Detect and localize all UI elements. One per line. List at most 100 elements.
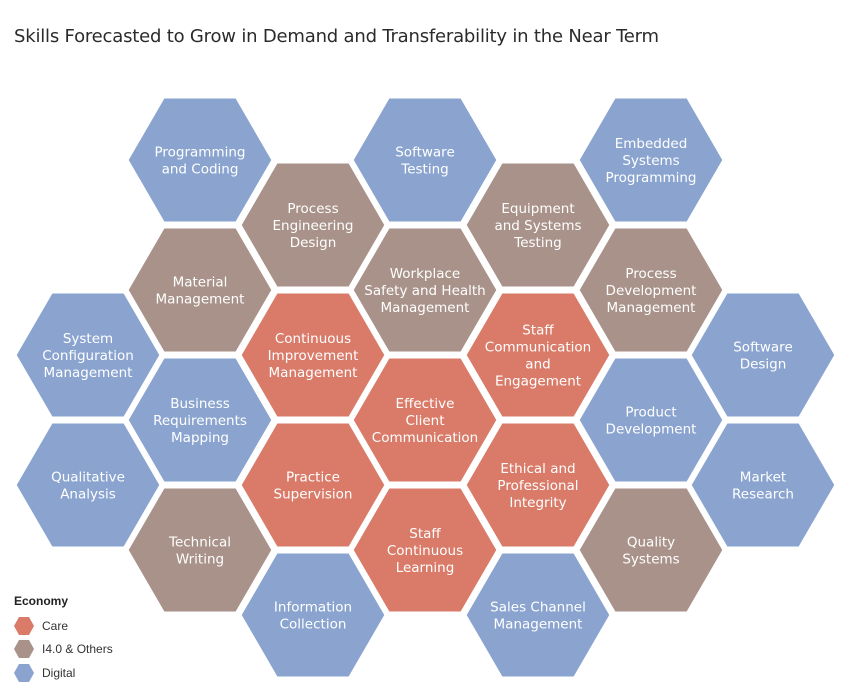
hex-label-line: Process [287, 201, 338, 217]
hex-label-line: Design [290, 235, 337, 251]
hex-label-line: Systems [622, 552, 679, 568]
hex-label-line: Management [607, 300, 696, 316]
hex-shape [463, 290, 613, 420]
hex-shape [576, 355, 726, 485]
hex-label-line: Development [606, 283, 697, 299]
hex-label-line: Safety and Health [364, 283, 486, 299]
legend-label: Digital [42, 665, 76, 680]
hex-shape [350, 225, 500, 355]
hexagon-icon [14, 663, 34, 682]
hex-label-line: Supervision [274, 487, 353, 503]
hex-label-line: Technical [168, 535, 231, 551]
hex-label-line: and Systems [494, 218, 581, 234]
hex-shape [13, 420, 163, 550]
hex-label-line: Research [732, 487, 794, 503]
hex-label-line: Management [269, 365, 358, 381]
legend-item-care: Care [14, 614, 113, 638]
hex-label-line: Client [405, 413, 444, 429]
hex-label-line: Mapping [171, 430, 229, 446]
hex-label-line: Material [173, 275, 228, 291]
hex-label-line: Configuration [42, 348, 134, 364]
hex-label-line: Practice [286, 470, 340, 486]
hex-shape [576, 95, 726, 225]
hex-label-line: Professional [497, 478, 578, 494]
hex-label-line: and [525, 357, 550, 373]
hex-shape [463, 550, 613, 680]
legend-label: Care [42, 618, 69, 633]
hex-shape [125, 355, 275, 485]
hex-label-line: Ethical and [500, 461, 575, 477]
hex-label-line: and Coding [162, 162, 239, 178]
hex-shape [238, 550, 388, 680]
hex-shape [125, 95, 275, 225]
hex-label-line: Testing [513, 235, 561, 251]
hex-label-line: Continuous [275, 331, 351, 347]
hex-label-line: Integrity [509, 495, 566, 511]
hex-label-line: Communication [485, 340, 591, 356]
hex-label-line: Product [625, 405, 676, 421]
hex-label-line: Programming [155, 145, 246, 161]
hex-label-line: Staff [522, 323, 554, 339]
hex-shape [238, 290, 388, 420]
hex-label-line: Continuous [387, 543, 463, 559]
hex-label-line: Business [170, 396, 230, 412]
hex-label-line: Analysis [60, 487, 116, 503]
hex-label-line: Engagement [495, 374, 581, 390]
hex-label-line: Quality [627, 535, 675, 551]
hex-label-line: Workplace [390, 266, 461, 282]
hex-label-line: Qualitative [51, 470, 125, 486]
hex-label-line: Engineering [273, 218, 354, 234]
hex-label-line: Programming [606, 170, 697, 186]
legend-item-i40: I4.0 & Others [14, 638, 113, 662]
hex-label-line: Embedded [615, 136, 688, 152]
hex-label-line: Management [156, 292, 245, 308]
hex-label-line: Market [740, 470, 786, 486]
hex-label-line: Design [740, 357, 787, 373]
legend: Economy Care I4.0 & Others Digital [14, 594, 113, 685]
hex-label-line: Improvement [268, 348, 359, 364]
hex-label-line: Writing [176, 552, 224, 568]
hex-shape [688, 420, 838, 550]
hexagon-icon [14, 616, 34, 635]
legend-label: I4.0 & Others [42, 642, 113, 657]
hex-shape [13, 290, 163, 420]
hex-label-line: Management [494, 617, 583, 633]
hex-shape [463, 420, 613, 550]
hex-label-line: Equipment [501, 201, 574, 217]
hex-label-line: Development [606, 422, 697, 438]
hex-label-line: Requirements [153, 413, 247, 429]
hex-label-line: Systems [622, 153, 679, 169]
hex-label-line: Staff [409, 526, 441, 542]
hex-label-line: Testing [400, 162, 448, 178]
hex-shape [350, 95, 500, 225]
hex-label-line: Sales Channel [490, 600, 586, 616]
legend-item-digital: Digital [14, 661, 113, 685]
legend-title: Economy [14, 594, 69, 608]
page-title: Skills Forecasted to Grow in Demand and … [14, 26, 659, 47]
hex-label-line: Software [733, 340, 793, 356]
hex-label-line: Effective [396, 396, 455, 412]
hex-shape [688, 290, 838, 420]
legend-items: Care I4.0 & Others Digital [14, 614, 113, 685]
hex-shape [576, 485, 726, 615]
hex-label-line: Communication [372, 430, 478, 446]
hex-label-line: Management [44, 365, 133, 381]
hex-shape [238, 160, 388, 290]
